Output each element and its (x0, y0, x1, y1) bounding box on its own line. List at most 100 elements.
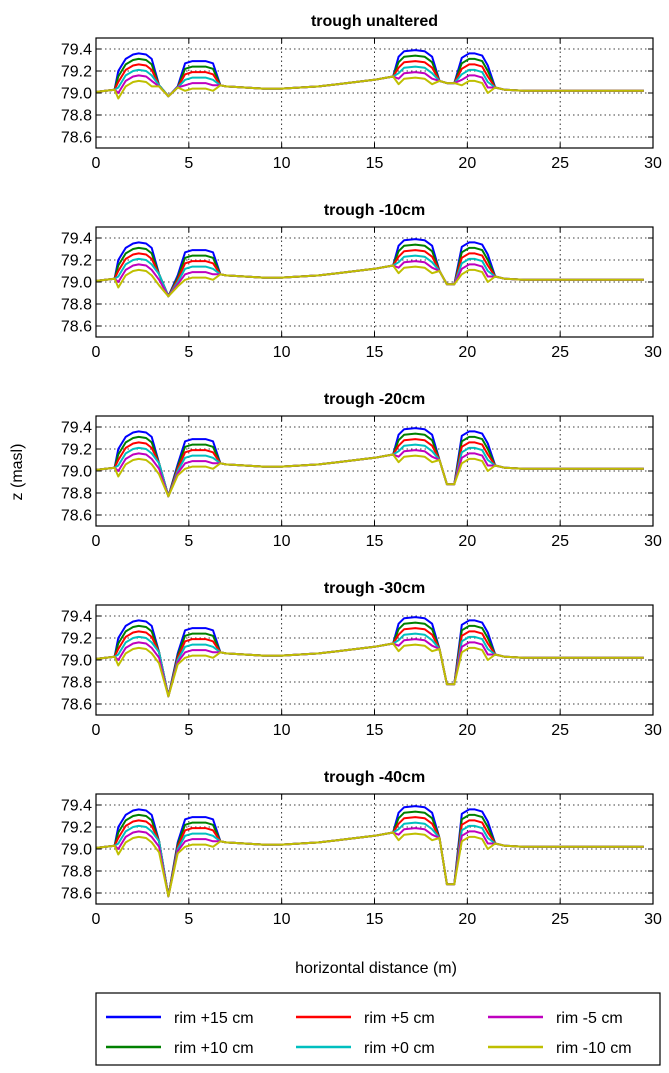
panel-title: trough unaltered (311, 13, 438, 30)
y-tick-label: 78.8 (61, 108, 92, 125)
subplot-5: trough -40cm 0 5 10 15 20 25 30 79.4 79.2 79.0 78.8… (61, 769, 662, 928)
series-line-0 (95, 427, 644, 498)
y-tick-label: 79.4 (61, 798, 92, 815)
x-tick-label: 15 (366, 533, 384, 550)
x-tick-label: 30 (644, 722, 662, 739)
x-tick-label: 5 (184, 722, 193, 739)
legend-label: rim +15 cm (174, 1010, 254, 1027)
x-tick-label: 5 (184, 911, 193, 928)
series-line-1 (95, 438, 644, 498)
y-tick-label: 79.0 (61, 464, 92, 481)
x-tick-label: 15 (366, 722, 384, 739)
panel-title: trough -20cm (324, 391, 425, 408)
series-line-3 (95, 243, 644, 298)
legend-frame (95, 992, 661, 1066)
x-tick-label: 15 (366, 911, 384, 928)
y-tick-label: 79.2 (61, 820, 92, 837)
legend-entry: rim +15 cm (106, 1010, 254, 1027)
panel-title: trough -30cm (324, 580, 425, 597)
y-tick-label: 79.4 (61, 420, 92, 437)
y-tick-label: 79.4 (61, 42, 92, 59)
y-tick-label: 78.6 (61, 319, 92, 336)
legend: rim +15 cm rim +5 cm rim -5 cm rim +10 cm ri… (95, 992, 661, 1066)
x-tick-label: 30 (644, 155, 662, 172)
y-tick-label: 78.8 (61, 297, 92, 314)
x-tick-label: 25 (551, 722, 569, 739)
legend-entry: rim +10 cm (106, 1040, 254, 1057)
x-tick-label: 20 (458, 155, 476, 172)
series-line-5 (95, 831, 644, 898)
x-tick-label: 30 (644, 911, 662, 928)
panel-title: trough -40cm (324, 769, 425, 786)
x-tick-label: 20 (458, 722, 476, 739)
x-tick-label: 5 (184, 344, 193, 361)
legend-label: rim -10 cm (556, 1040, 632, 1057)
series-line-1 (95, 816, 644, 898)
legend-entry: rim -5 cm (488, 1010, 623, 1027)
x-tick-label: 15 (366, 344, 384, 361)
x-tick-label: 5 (184, 533, 193, 550)
x-tick-label: 0 (92, 533, 101, 550)
y-tick-label: 78.6 (61, 697, 92, 714)
y-tick-label: 79.2 (61, 442, 92, 459)
x-tick-label: 0 (92, 911, 101, 928)
y-tick-label: 79.0 (61, 842, 92, 859)
y-axis-label: z (masl) (9, 444, 26, 501)
y-tick-label: 79.2 (61, 64, 92, 81)
x-tick-label: 30 (644, 344, 662, 361)
x-tick-label: 0 (92, 344, 101, 361)
legend-label: rim +0 cm (364, 1040, 435, 1057)
x-tick-label: 5 (184, 155, 193, 172)
y-tick-label: 79.4 (61, 609, 92, 626)
x-tick-label: 20 (458, 344, 476, 361)
y-tick-label: 78.6 (61, 130, 92, 147)
x-tick-label: 0 (92, 722, 101, 739)
series-line-0 (95, 238, 644, 298)
x-tick-label: 25 (551, 344, 569, 361)
y-tick-label: 79.2 (61, 253, 92, 270)
x-tick-label: 10 (273, 344, 291, 361)
legend-label: rim -5 cm (556, 1010, 623, 1027)
legend-entry: rim +5 cm (296, 1010, 435, 1027)
y-tick-label: 79.0 (61, 86, 92, 103)
legend-entry: rim +0 cm (296, 1040, 435, 1057)
series-line-2 (95, 449, 644, 498)
series-line-4 (95, 443, 644, 498)
series-line-5 (95, 453, 644, 498)
subplot-1: trough unaltered 0 5 10 15 20 25 30 79.4 79.2 79.0… (61, 13, 662, 172)
y-tick-label: 79.2 (61, 631, 92, 648)
x-tick-label: 25 (551, 533, 569, 550)
subplot-3: trough -20cm 0 5 10 15 20 25 30 79.4 79.2 79.0 78.8… (61, 391, 662, 550)
panel-title: trough -10cm (324, 202, 425, 219)
x-tick-label: 10 (273, 911, 291, 928)
x-tick-label: 0 (92, 155, 101, 172)
y-tick-label: 79.4 (61, 231, 92, 248)
y-tick-label: 78.8 (61, 675, 92, 692)
y-tick-label: 79.0 (61, 653, 92, 670)
legend-label: rim +5 cm (364, 1010, 435, 1027)
series-line-3 (95, 432, 644, 498)
y-tick-label: 78.6 (61, 886, 92, 903)
x-tick-label: 25 (551, 911, 569, 928)
x-axis-label: horizontal distance (m) (295, 960, 457, 977)
y-tick-label: 79.0 (61, 275, 92, 292)
x-tick-label: 10 (273, 155, 291, 172)
x-tick-label: 20 (458, 533, 476, 550)
subplot-2: trough -10cm 0 5 10 15 20 25 30 79.4 79.2 79.0 78.8… (61, 202, 662, 361)
series-line-5 (95, 75, 644, 100)
x-tick-label: 30 (644, 533, 662, 550)
x-tick-label: 20 (458, 911, 476, 928)
series-line-4 (95, 821, 644, 898)
y-tick-label: 78.8 (61, 864, 92, 881)
series-line-5 (95, 642, 644, 698)
x-tick-label: 15 (366, 155, 384, 172)
legend-entry: rim -10 cm (488, 1040, 632, 1057)
y-tick-label: 78.6 (61, 508, 92, 525)
series-line-5 (95, 264, 644, 298)
x-tick-label: 25 (551, 155, 569, 172)
subplot-panels: trough unaltered 0 5 10 15 20 25 30 79.4 79.2 79.0… (61, 13, 662, 928)
x-tick-label: 10 (273, 722, 291, 739)
y-tick-label: 78.8 (61, 486, 92, 503)
legend-label: rim +10 cm (174, 1040, 254, 1057)
